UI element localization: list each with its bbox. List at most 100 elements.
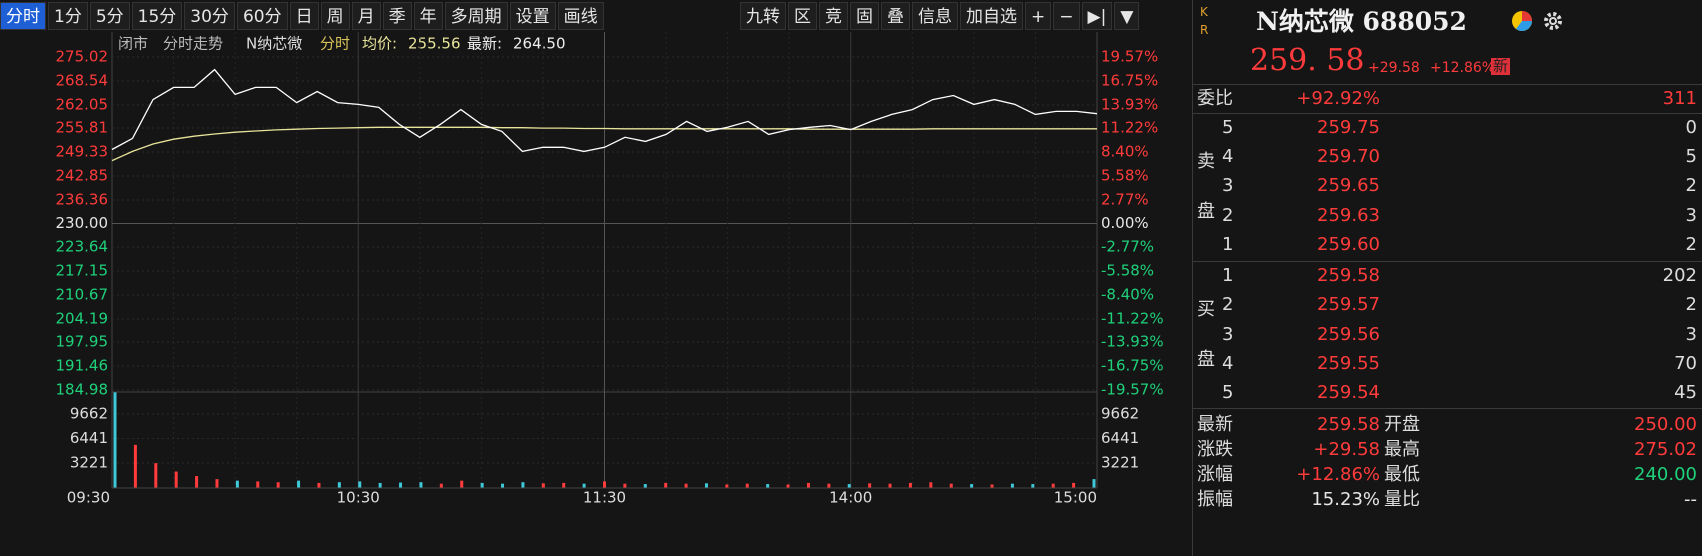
quantity: 202 <box>1662 265 1697 286</box>
side-label: 卖 <box>1197 151 1215 172</box>
tab[interactable]: 设置 <box>509 2 556 30</box>
legend-entry: 均价: <box>362 35 397 53</box>
level: 1 <box>1222 234 1234 255</box>
stat-label: 开盘 <box>1384 414 1420 435</box>
tab[interactable]: 分时 <box>0 2 46 30</box>
tool-button[interactable]: ▶| <box>1081 2 1113 30</box>
tab[interactable]: 多周期 <box>444 2 508 30</box>
tool-button[interactable]: + <box>1025 2 1052 30</box>
quantity: 5 <box>1685 146 1697 167</box>
volume-bar <box>480 482 484 488</box>
separator <box>1193 408 1702 409</box>
volume-bar <box>501 483 505 488</box>
volume-bar <box>317 482 321 488</box>
volume-bar <box>1051 483 1055 488</box>
volume-bar <box>439 483 443 488</box>
y-tick-label: 242.85 <box>56 166 109 184</box>
volume-bar <box>195 476 199 488</box>
gear-icon[interactable] <box>1544 12 1562 30</box>
volume-bar <box>1031 484 1035 488</box>
y2-tick-label: 2.77% <box>1101 190 1149 208</box>
separator <box>1193 84 1702 85</box>
x-tick-label: 09:30 <box>67 489 110 507</box>
tab[interactable]: 周 <box>320 2 350 30</box>
volume-bar <box>1092 479 1096 488</box>
side-label: 买 <box>1197 299 1215 320</box>
volume-bar <box>623 483 627 488</box>
change: +29.58 <box>1368 60 1420 76</box>
stat-label: 振幅 <box>1197 489 1233 510</box>
volume-bar <box>990 484 994 488</box>
volume-bar <box>970 484 974 488</box>
tool-button[interactable]: 信息 <box>912 2 958 30</box>
price: 259.57 <box>1317 294 1380 315</box>
y-tick-label: 223.64 <box>56 238 109 256</box>
tab[interactable]: 15分 <box>131 2 183 30</box>
stat-label: 涨跌 <box>1197 439 1233 460</box>
volume-bar <box>868 483 872 488</box>
plot-bg <box>0 32 1192 556</box>
pie-slice <box>1516 21 1532 31</box>
volume-bar <box>908 482 912 488</box>
y-tick-label: 204.19 <box>56 309 109 327</box>
vol-tick-label: 9662 <box>1101 404 1139 422</box>
tab[interactable]: 季 <box>382 2 412 30</box>
tool-button[interactable]: 区 <box>788 2 817 30</box>
stat-label: 最低 <box>1384 464 1420 485</box>
vol-tick-label: 6441 <box>1101 429 1139 447</box>
volume-bar <box>949 483 953 488</box>
y2-tick-label: 0.00% <box>1101 214 1149 232</box>
tab[interactable]: 日 <box>289 2 319 30</box>
tool-button[interactable]: − <box>1053 2 1080 30</box>
x-tick-label: 11:30 <box>583 489 626 507</box>
volume-bar <box>419 482 423 488</box>
tab[interactable]: 30分 <box>184 2 235 30</box>
y2-tick-label: -19.57% <box>1101 381 1164 399</box>
tool-button[interactable]: 固 <box>850 2 879 30</box>
volume-bar <box>725 484 729 488</box>
y-tick-label: 236.36 <box>56 190 109 208</box>
volume-bar <box>786 484 790 488</box>
y2-tick-label: -2.77% <box>1101 238 1154 256</box>
y2-tick-label: 13.93% <box>1101 95 1158 113</box>
level: 2 <box>1222 205 1234 226</box>
volume-bar <box>113 392 117 488</box>
latest-label: 最新: <box>467 35 502 53</box>
tab[interactable]: 画线 <box>557 2 604 30</box>
tab[interactable]: 月 <box>351 2 381 30</box>
tab[interactable]: 60分 <box>236 2 288 30</box>
volume-bar <box>664 482 668 488</box>
y2-tick-label: -16.75% <box>1101 357 1164 375</box>
volume-bar <box>929 482 933 488</box>
change-pct: +12.86% <box>1430 60 1496 76</box>
price: 259.55 <box>1317 353 1380 374</box>
tool-button[interactable]: 九转 <box>740 2 786 30</box>
tool-button[interactable]: 加自选 <box>960 2 1023 30</box>
stock-title: N纳芯微 688052 <box>1256 7 1467 36</box>
last-price: 259. 58 <box>1250 43 1365 78</box>
tool-button[interactable]: 叠 <box>881 2 910 30</box>
price: 259.60 <box>1317 234 1380 255</box>
y2-tick-label: 16.75% <box>1101 71 1158 89</box>
price: 259.65 <box>1317 175 1380 196</box>
tab[interactable]: 1分 <box>48 2 88 30</box>
stat-label: 涨幅 <box>1197 464 1233 485</box>
icons <box>1512 11 1562 31</box>
level: 3 <box>1222 324 1234 345</box>
vol-tick-label: 3221 <box>1101 453 1139 471</box>
label: 委比 <box>1197 88 1233 109</box>
level: 5 <box>1222 117 1234 138</box>
tool-button[interactable]: 竞 <box>819 2 848 30</box>
volume-bar <box>358 481 362 488</box>
y2-tick-label: -11.22% <box>1101 309 1164 327</box>
tab[interactable]: 5分 <box>89 2 130 30</box>
y2-tick-label: -13.93% <box>1101 333 1164 351</box>
tab[interactable]: 年 <box>413 2 443 30</box>
y-tick-label: 275.02 <box>56 48 109 66</box>
quantity: 45 <box>1674 382 1697 403</box>
y-tick-label: 191.46 <box>56 357 109 375</box>
tool-button[interactable]: ▼ <box>1114 2 1140 30</box>
quantity: 3 <box>1685 324 1697 345</box>
volume-bar <box>582 483 586 488</box>
